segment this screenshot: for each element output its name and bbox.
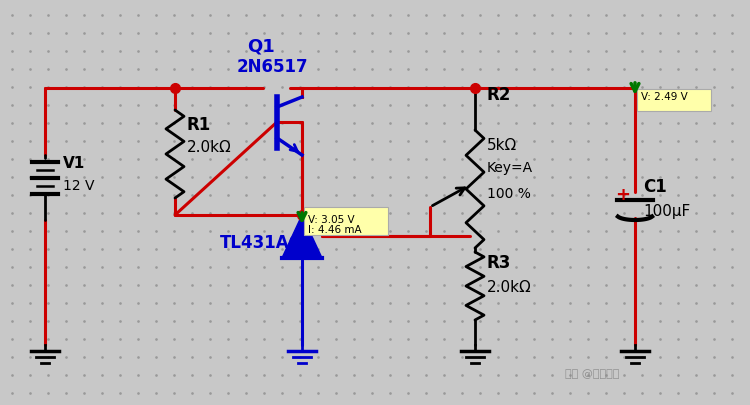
FancyArrowPatch shape — [290, 145, 298, 151]
Text: R3: R3 — [487, 254, 512, 272]
Text: R1: R1 — [187, 116, 211, 134]
Text: V: 2.49 V: V: 2.49 V — [641, 92, 688, 102]
Text: 2.0kΩ: 2.0kΩ — [187, 140, 232, 155]
Text: Q1: Q1 — [247, 38, 274, 56]
FancyBboxPatch shape — [637, 89, 711, 111]
Text: V: 3.05 V: V: 3.05 V — [308, 215, 355, 225]
Text: Key=A: Key=A — [487, 161, 533, 175]
Text: 知乎 @逆华智羽: 知乎 @逆华智羽 — [565, 369, 620, 379]
Text: R2: R2 — [487, 86, 512, 104]
Text: 2.0kΩ: 2.0kΩ — [487, 280, 532, 295]
Text: 5kΩ: 5kΩ — [487, 138, 518, 153]
Text: U1: U1 — [310, 216, 335, 234]
FancyBboxPatch shape — [304, 207, 388, 235]
Text: I: 4.46 mA: I: 4.46 mA — [308, 225, 362, 235]
Text: 2N6517: 2N6517 — [237, 58, 309, 76]
Text: +: + — [615, 186, 630, 204]
Text: 12 V: 12 V — [63, 179, 94, 193]
Text: C1: C1 — [643, 178, 667, 196]
Text: V1: V1 — [63, 156, 86, 171]
Text: TL431ACD: TL431ACD — [220, 234, 316, 252]
Text: 100 %: 100 % — [487, 187, 531, 201]
Polygon shape — [282, 215, 322, 258]
Text: 100μF: 100μF — [643, 204, 690, 219]
